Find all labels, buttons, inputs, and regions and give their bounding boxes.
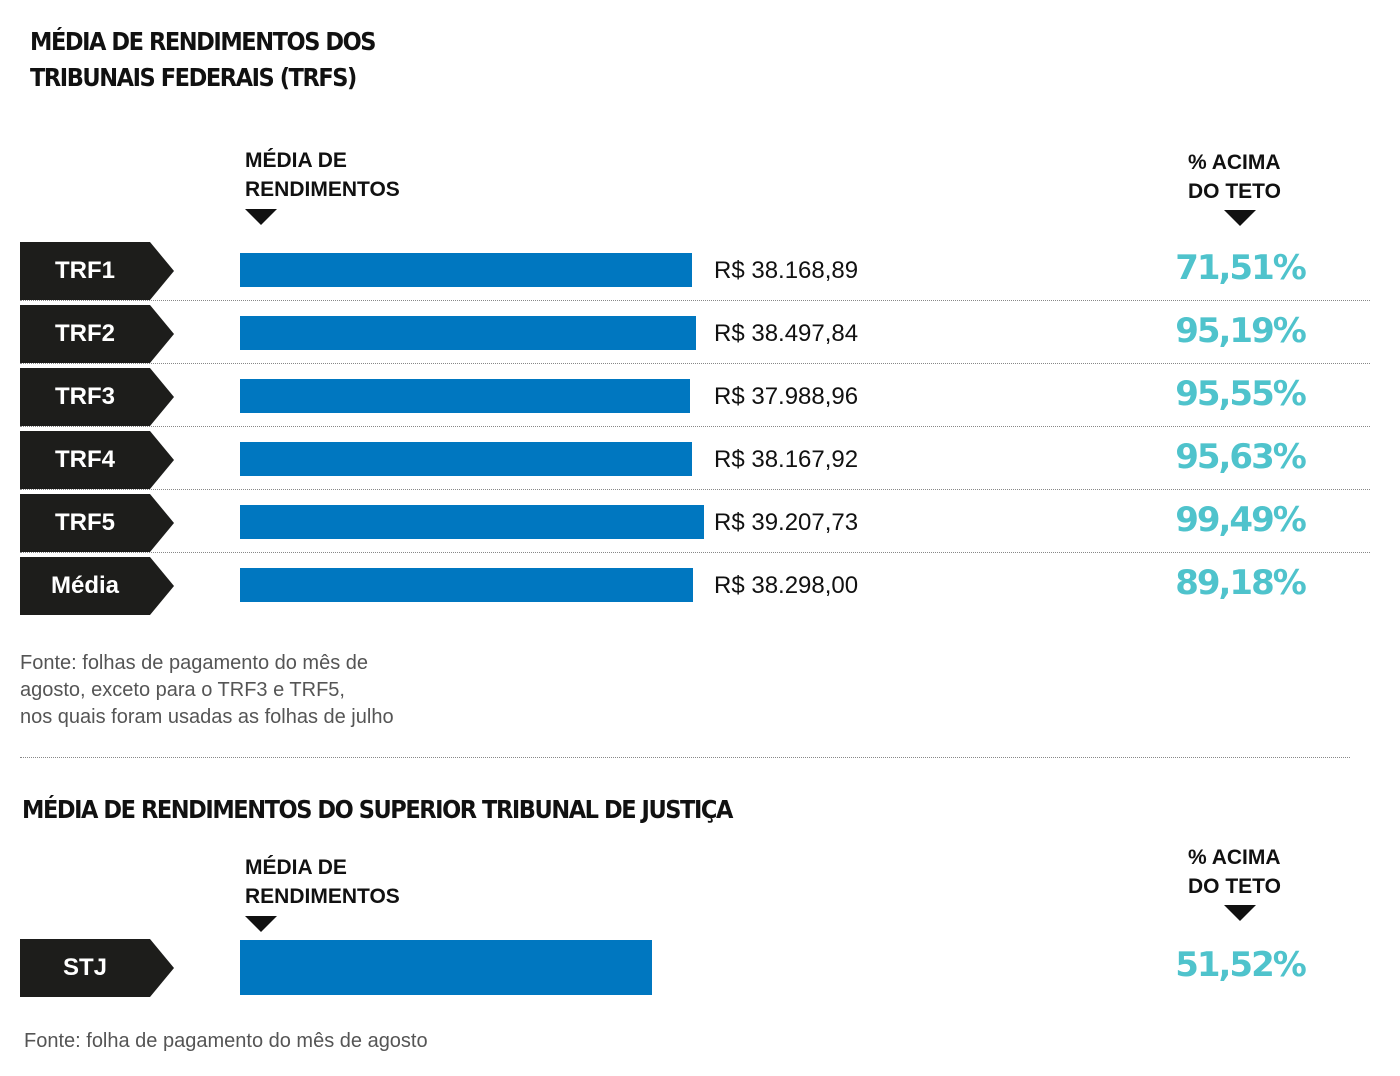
value-label-trf2: R$ 38.497,84: [714, 320, 859, 347]
section-divider: [20, 757, 1350, 758]
pct-label-trf1: 71,51%: [1175, 248, 1307, 288]
row-label-arrow-icon: [150, 494, 174, 552]
pct-label-trf2: 95,19%: [1175, 311, 1307, 351]
col-pct-line1: % ACIMA: [1188, 846, 1281, 869]
row-label-arrow-icon: [150, 368, 174, 426]
media-arrow-down-icon: [245, 916, 277, 932]
source-line3: nos quais foram usadas as folhas de julh…: [20, 706, 394, 728]
pct-arrow-down-icon: [1224, 210, 1256, 226]
section2-source: Fonte: folha de pagamento do mês de agos…: [24, 1030, 428, 1052]
value-label-trf4: R$ 38.167,92: [714, 446, 859, 473]
section1-title-line1: MÉDIA DE RENDIMENTOS DOS: [30, 27, 377, 56]
bar-trf4: [240, 442, 692, 476]
row-label-stj: STJ: [20, 939, 150, 997]
source-line1: Fonte: folhas de pagamento do mês de: [20, 652, 369, 674]
section1-col-media-header: MÉDIA DE RENDIMENTOS: [245, 146, 400, 204]
row-label-arrow-icon: [150, 242, 174, 300]
col-media-line2: RENDIMENTOS: [245, 178, 400, 201]
bar-trf3: [240, 379, 690, 413]
row-label-arrow-icon: [150, 431, 174, 489]
section2-col-pct-header: % ACIMA DO TETO: [1188, 843, 1281, 901]
row-label-média: Média: [20, 557, 150, 615]
pct-label-stj: 51,52%: [1175, 945, 1307, 985]
value-label-trf1: R$ 38.168,89: [714, 257, 859, 284]
section1-col-pct-header: % ACIMA DO TETO: [1188, 148, 1281, 206]
bar-média: [240, 568, 693, 602]
bar-trf1: [240, 253, 692, 287]
media-arrow-down-icon: [245, 209, 277, 225]
section1-title: MÉDIA DE RENDIMENTOS DOS TRIBUNAIS FEDER…: [30, 24, 377, 96]
section2-col-media-header: MÉDIA DE RENDIMENTOS: [245, 853, 400, 911]
row-separator: [20, 300, 1370, 301]
row-separator: [20, 489, 1370, 490]
row-label-trf1: TRF1: [20, 242, 150, 300]
row-label-arrow-icon: [150, 305, 174, 363]
pct-label-trf5: 99,49%: [1175, 500, 1307, 540]
bar-stj: [240, 939, 652, 995]
row-separator: [20, 363, 1370, 364]
section2-title: MÉDIA DE RENDIMENTOS DO SUPERIOR TRIBUNA…: [22, 795, 733, 824]
value-label-média: R$ 38.298,00: [714, 572, 859, 599]
col-media-line1: MÉDIA DE: [245, 149, 347, 172]
col-pct-line2: DO TETO: [1188, 180, 1281, 203]
row-label-arrow-icon: [150, 939, 174, 997]
row-label-trf5: TRF5: [20, 494, 150, 552]
col-pct-line1: % ACIMA: [1188, 151, 1281, 174]
pct-label-média: 89,18%: [1175, 563, 1307, 603]
row-separator: [20, 552, 1370, 553]
value-label-trf5: R$ 39.207,73: [714, 509, 859, 536]
row-separator: [20, 426, 1370, 427]
col-pct-line2: DO TETO: [1188, 875, 1281, 898]
section1-source: Fonte: folhas de pagamento do mês de ago…: [20, 650, 394, 731]
pct-arrow-down-icon: [1224, 905, 1256, 921]
row-label-trf3: TRF3: [20, 368, 150, 426]
row-label-arrow-icon: [150, 557, 174, 615]
row-label-trf2: TRF2: [20, 305, 150, 363]
source-line2: agosto, exceto para o TRF3 e TRF5,: [20, 679, 345, 701]
pct-label-trf3: 95,55%: [1175, 374, 1307, 414]
col-media-line1: MÉDIA DE: [245, 856, 347, 879]
pct-label-trf4: 95,63%: [1175, 437, 1307, 477]
bar-trf5: [240, 505, 704, 539]
row-label-trf4: TRF4: [20, 431, 150, 489]
section1-title-line2: TRIBUNAIS FEDERAIS (TRFS): [30, 63, 357, 92]
value-label-trf3: R$ 37.988,96: [714, 383, 859, 410]
bar-trf2: [240, 316, 696, 350]
col-media-line2: RENDIMENTOS: [245, 885, 400, 908]
